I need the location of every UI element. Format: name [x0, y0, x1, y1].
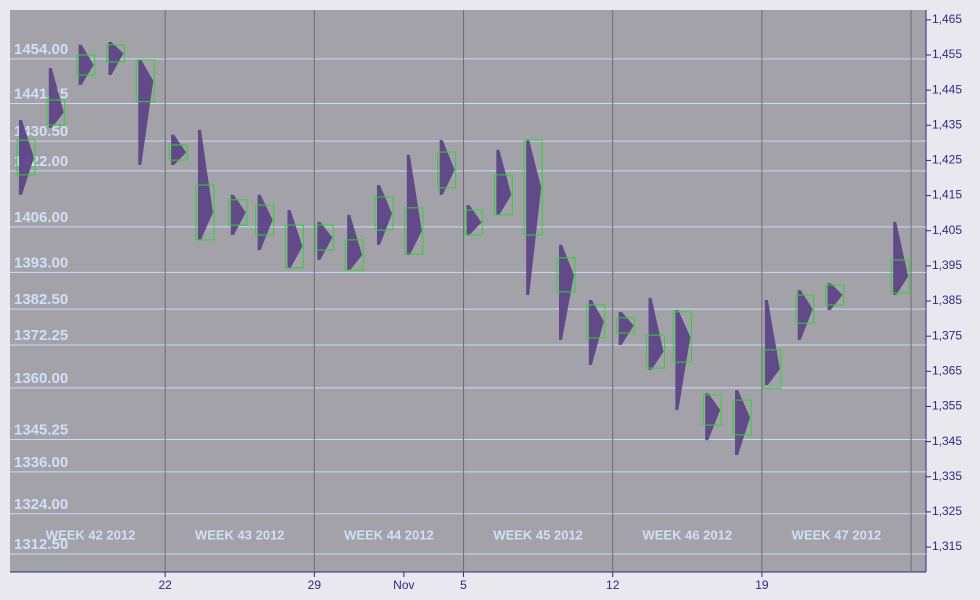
value-area: [76, 54, 96, 76]
y-tick-label: 1,375: [932, 328, 962, 342]
profile: [108, 41, 124, 76]
value-area: [255, 204, 275, 236]
y-tick-label: 1,425: [932, 153, 962, 167]
left-level-label: 1454.00: [14, 41, 68, 58]
value-area: [344, 239, 364, 271]
y-tick-label: 1,435: [932, 117, 962, 131]
week-label: WEEK 44 2012: [344, 527, 434, 542]
profile: [558, 244, 574, 341]
week-label: WEEK 42 2012: [46, 527, 136, 542]
value-area: [825, 284, 845, 306]
value-area: [463, 209, 483, 236]
value-area: [645, 334, 665, 369]
week-label: WEEK 43 2012: [195, 527, 285, 542]
value-area: [195, 184, 215, 241]
profile: [735, 389, 751, 455]
value-area: [228, 199, 248, 226]
value-area: [732, 399, 752, 436]
profile: [287, 209, 303, 268]
value-area: [523, 139, 543, 236]
value-area: [890, 259, 910, 294]
value-area: [556, 257, 576, 293]
profile: [439, 140, 455, 195]
value-area: [702, 394, 722, 426]
x-tick-label: 29: [308, 578, 322, 592]
value-area: [314, 224, 334, 251]
profile: [18, 120, 34, 195]
x-tick-label: 12: [606, 578, 620, 592]
x-tick-label: Nov: [393, 578, 414, 592]
value-area: [762, 349, 782, 389]
profile: [893, 221, 909, 296]
profile: [827, 283, 843, 311]
left-level-label: 1393.00: [14, 254, 68, 271]
profile: [347, 214, 363, 271]
y-tick-label: 1,365: [932, 363, 962, 377]
value-area: [493, 174, 513, 216]
x-tick-label: 5: [460, 578, 467, 592]
profile: [705, 393, 721, 441]
profile: [171, 134, 187, 165]
profile: [257, 194, 273, 251]
y-tick-label: 1,405: [932, 223, 962, 237]
left-level-label: 1345.25: [14, 421, 68, 438]
y-tick-label: 1,445: [932, 82, 962, 96]
left-level-label: 1360.00: [14, 370, 68, 387]
y-tick-label: 1,335: [932, 469, 962, 483]
value-area: [284, 224, 304, 269]
y-tick-label: 1,355: [932, 399, 962, 413]
profile: [138, 59, 154, 165]
profile: [675, 310, 691, 410]
x-tick-label: 19: [755, 578, 769, 592]
value-area: [586, 304, 606, 339]
left-level-label: 1312.50: [14, 536, 68, 553]
y-tick-label: 1,395: [932, 258, 962, 272]
week-label: WEEK 47 2012: [792, 527, 882, 542]
left-level-label: 1430.50: [14, 123, 68, 140]
x-tick-label: 22: [158, 578, 172, 592]
profile: [648, 297, 664, 370]
profile: [496, 149, 512, 215]
week-label: WEEK 46 2012: [642, 527, 732, 542]
left-level-label: 1372.25: [14, 327, 68, 344]
left-level-label: 1382.50: [14, 291, 68, 308]
profile: [618, 311, 634, 345]
value-area: [404, 207, 424, 255]
value-area: [374, 196, 394, 231]
y-tick-label: 1,325: [932, 504, 962, 518]
y-tick-label: 1,415: [932, 188, 962, 202]
y-tick-label: 1,455: [932, 47, 962, 61]
left-level-label: 1406.00: [14, 209, 68, 226]
left-level-label: 1324.00: [14, 496, 68, 513]
profile: [526, 140, 542, 296]
value-area: [16, 139, 36, 176]
value-area: [616, 317, 636, 334]
profile: [764, 299, 780, 386]
value-area: [795, 294, 815, 324]
profile: [797, 290, 813, 341]
value-area: [672, 311, 692, 363]
y-tick-label: 1,465: [932, 12, 962, 26]
value-area: [105, 44, 125, 63]
y-tick-label: 1,345: [932, 434, 962, 448]
y-tick-label: 1,385: [932, 293, 962, 307]
value-area: [437, 151, 457, 189]
value-area: [135, 59, 155, 103]
left-level-label: 1336.00: [14, 454, 68, 471]
profile: [406, 154, 422, 255]
week-label: WEEK 45 2012: [493, 527, 583, 542]
value-area: [46, 99, 66, 126]
value-area: [168, 144, 188, 161]
y-tick-label: 1,315: [932, 539, 962, 553]
profile: [48, 67, 64, 128]
profile: [588, 299, 604, 365]
profile: [466, 205, 482, 235]
